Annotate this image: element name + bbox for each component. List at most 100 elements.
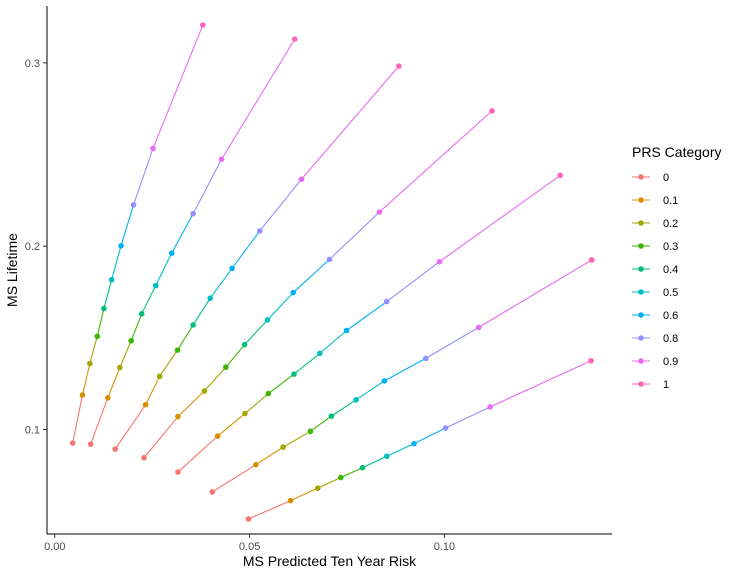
data-point [307, 428, 314, 435]
series-segment [90, 397, 109, 445]
y-tick-label: 0.1 [25, 425, 40, 437]
data-point [588, 357, 594, 364]
legend-key-point [638, 266, 644, 272]
legend-item: 1 [632, 379, 669, 391]
series-segment [293, 352, 321, 375]
legend-item: 0 [632, 172, 669, 184]
data-point [69, 440, 76, 446]
data-point [353, 397, 359, 403]
data-point [190, 210, 196, 217]
y-tick-label: 0.2 [25, 241, 40, 253]
data-point [383, 298, 390, 305]
data-point [141, 454, 147, 461]
data-point [588, 257, 595, 263]
data-point [175, 413, 181, 420]
series-layer [69, 22, 595, 522]
series-segment [329, 211, 380, 260]
series-segment [145, 376, 161, 405]
series-segment [244, 393, 269, 414]
series-segment [413, 427, 446, 445]
series-segment [225, 344, 245, 368]
series-segment [103, 279, 113, 309]
data-point [209, 489, 216, 495]
series-segment [255, 446, 284, 466]
series-segment [340, 467, 363, 479]
series-segment [386, 443, 415, 457]
data-point [200, 22, 206, 28]
series-segment [310, 415, 332, 432]
data-point [201, 388, 208, 394]
series-segment [317, 477, 342, 489]
series-segment [209, 268, 233, 299]
data-point [214, 433, 221, 439]
data-point [138, 311, 145, 317]
data-point [383, 453, 390, 460]
legend: PRS Category 0 0.1 0.2 0.3 0.4 0.5 0.6 0.8 0.9 1 [632, 144, 721, 391]
data-point [290, 289, 297, 296]
legend-label: 0.6 [663, 310, 678, 322]
data-point [87, 441, 94, 447]
data-point [175, 469, 181, 475]
series-segment [362, 455, 388, 469]
legend-key-point [638, 381, 644, 387]
data-point [190, 322, 196, 328]
series-segment [132, 148, 154, 206]
data-point [422, 355, 429, 362]
data-point [287, 497, 294, 504]
data-point [316, 350, 323, 357]
data-point [223, 364, 229, 370]
series-0 [69, 22, 206, 446]
legend-key-point [638, 358, 644, 364]
series-segment [192, 159, 223, 214]
series-segment [171, 213, 194, 254]
series-segment [177, 435, 219, 473]
legend-item: 0.1 [632, 195, 678, 207]
x-axis-ticks: 0.00 0.05 0.10 [44, 534, 455, 553]
legend-item: 0.8 [632, 333, 678, 345]
data-point [241, 341, 248, 348]
data-point [256, 228, 263, 234]
x-tick-label: 0.00 [44, 541, 65, 553]
series-segment [217, 413, 246, 437]
series-segment [152, 24, 204, 149]
series-segment [143, 416, 179, 459]
legend-item: 0.4 [632, 264, 678, 276]
data-point [338, 474, 344, 481]
series-segment [177, 390, 205, 418]
x-tick-label: 0.05 [239, 541, 260, 553]
series-segment [267, 292, 294, 321]
legend-item: 0.6 [632, 310, 678, 322]
series-segment [346, 301, 388, 331]
series-segment [81, 363, 91, 396]
series-segment [445, 406, 491, 429]
series-segment [141, 285, 157, 315]
series-segment [489, 360, 592, 408]
data-point [108, 276, 115, 283]
series-segment [107, 367, 121, 398]
legend-key-point [638, 197, 644, 203]
x-axis-title: MS Predicted Ten Year Risk [243, 553, 417, 569]
legend-label: 0.2 [663, 218, 678, 230]
series-segment [231, 230, 261, 269]
data-point [128, 337, 134, 344]
series-segment [204, 366, 227, 392]
series-segment [290, 487, 319, 502]
data-point [264, 317, 271, 323]
data-point [152, 282, 159, 289]
series-segment [301, 65, 400, 180]
legend-label: 0.4 [663, 264, 678, 276]
data-point [174, 347, 181, 353]
legend-item: 0.5 [632, 287, 678, 299]
series-segment [355, 380, 385, 401]
data-point [291, 371, 297, 377]
series-segment [282, 430, 311, 448]
series-segment [379, 110, 493, 213]
data-point [487, 404, 493, 410]
series-segment [114, 404, 147, 450]
legend-key-point [638, 220, 644, 226]
legend-label: 0.8 [663, 333, 678, 345]
data-point [396, 63, 402, 69]
data-point [245, 516, 252, 522]
series-segment [192, 297, 211, 326]
